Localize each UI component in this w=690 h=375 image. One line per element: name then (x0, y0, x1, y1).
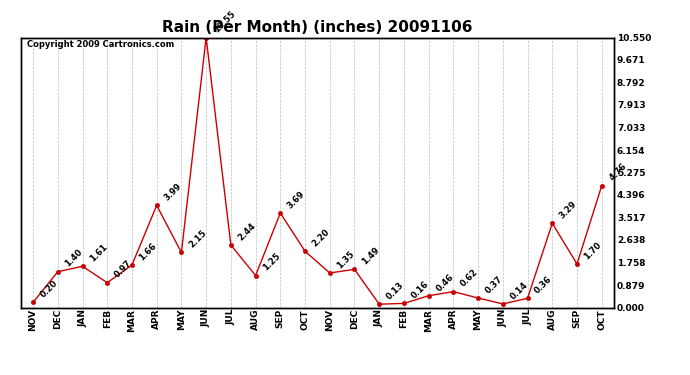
Text: 1.25: 1.25 (261, 252, 282, 273)
Text: 0.13: 0.13 (385, 280, 406, 302)
Text: 1.70: 1.70 (582, 240, 604, 261)
Text: 1.66: 1.66 (137, 241, 159, 262)
Text: 2.44: 2.44 (237, 221, 257, 242)
Text: 3.99: 3.99 (162, 182, 183, 203)
Text: 2.15: 2.15 (187, 229, 208, 250)
Text: 3.69: 3.69 (286, 189, 307, 210)
Text: 3.29: 3.29 (558, 200, 579, 220)
Text: 1.49: 1.49 (360, 246, 381, 267)
Text: 0.37: 0.37 (484, 274, 504, 295)
Text: 0.97: 0.97 (112, 259, 134, 280)
Title: Rain (Per Month) (inches) 20091106: Rain (Per Month) (inches) 20091106 (162, 20, 473, 35)
Text: 0.14: 0.14 (509, 280, 529, 301)
Text: 0.46: 0.46 (434, 272, 455, 293)
Text: 1.40: 1.40 (63, 248, 84, 269)
Text: 0.20: 0.20 (39, 279, 59, 300)
Text: 1.61: 1.61 (88, 242, 109, 264)
Text: 0.36: 0.36 (533, 274, 554, 296)
Text: 2.20: 2.20 (310, 227, 332, 248)
Text: Copyright 2009 Cartronics.com: Copyright 2009 Cartronics.com (27, 40, 174, 49)
Text: 10.55: 10.55 (212, 9, 237, 35)
Text: 1.35: 1.35 (335, 249, 356, 270)
Text: 0.16: 0.16 (409, 280, 431, 301)
Text: 0.62: 0.62 (459, 268, 480, 289)
Text: 4.76: 4.76 (607, 162, 629, 183)
